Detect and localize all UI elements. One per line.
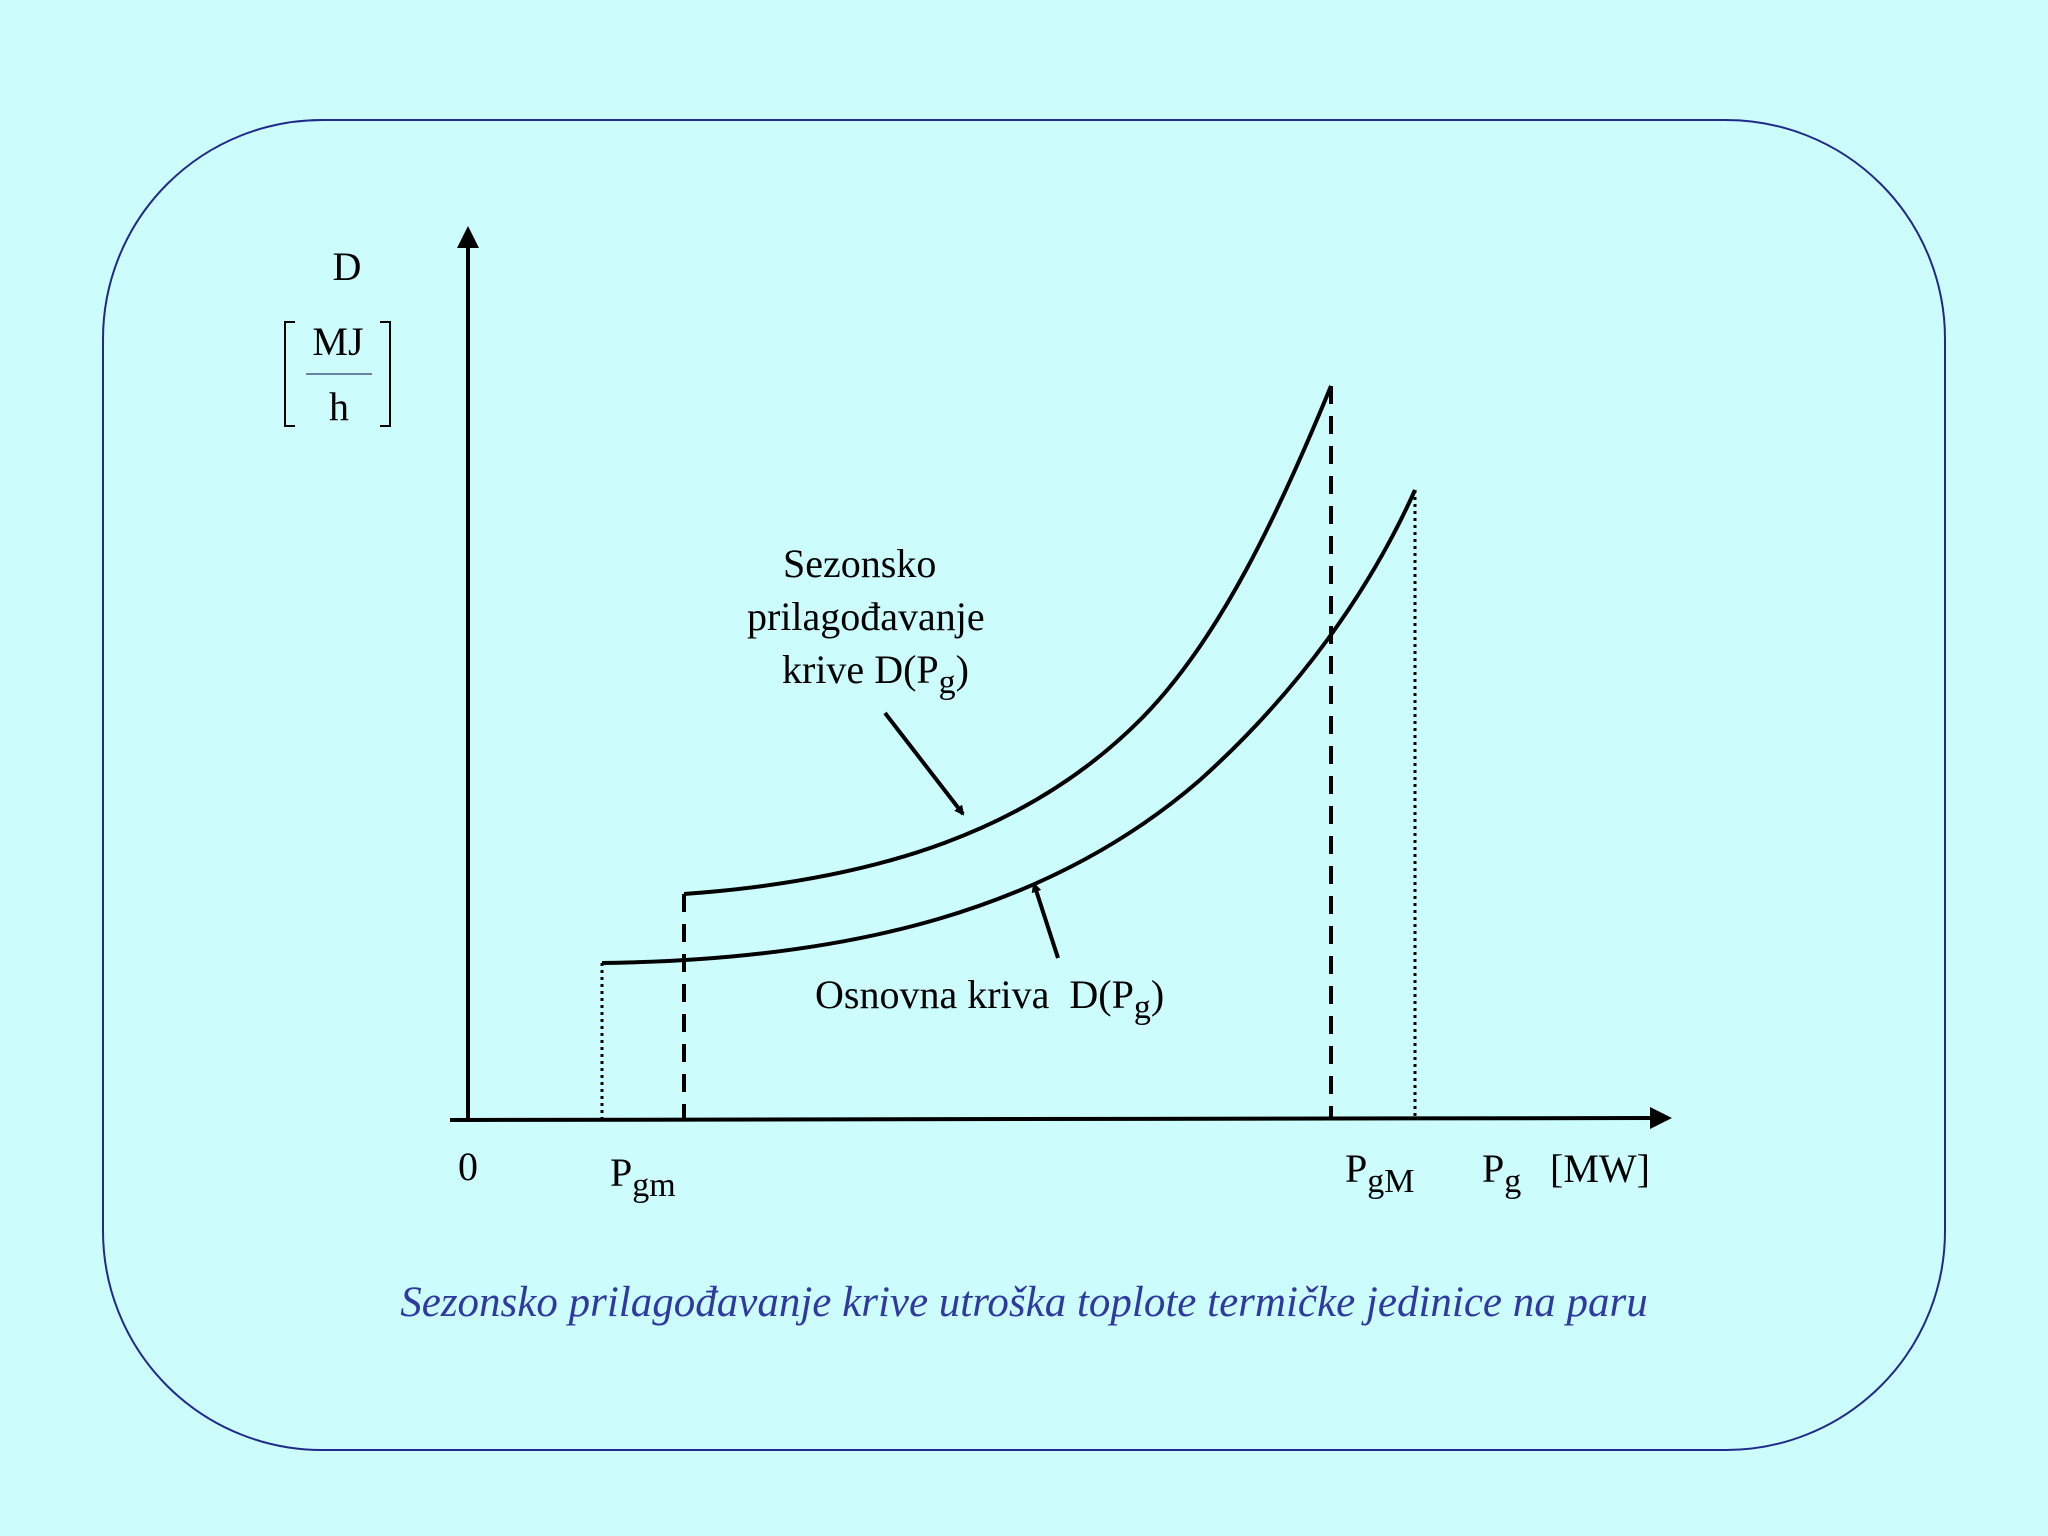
pgm-label: Pgm <box>610 1150 676 1204</box>
x-axis-label: Pg <box>1482 1146 1521 1200</box>
pgM-label-sub: gM <box>1367 1163 1414 1200</box>
base-annotation-sub: g <box>1134 989 1151 1026</box>
x-axis-label-sub: g <box>1504 1163 1521 1200</box>
seasonal-annotation-sub: g <box>939 664 956 701</box>
figure-caption: Sezonsko prilagođavanje krive utroška to… <box>400 1279 1648 1326</box>
base-annotation: Osnovna kriva D(Pg) <box>815 972 1164 1026</box>
seasonal-pointer-arrow <box>883 711 965 816</box>
pgm-label-base: P <box>610 1150 632 1195</box>
seasonal-annotation-line1: Sezonsko <box>783 541 936 586</box>
pgm-label-sub: gm <box>632 1167 675 1204</box>
x-axis-unit: [MW] <box>1550 1146 1650 1191</box>
base-curve <box>601 489 1417 965</box>
y-unit-denominator: h <box>329 384 349 429</box>
base-annotation-suffix: ) <box>1151 972 1164 1017</box>
seasonal-annotation-line2: prilagođavanje <box>747 594 985 639</box>
x-axis <box>449 1116 1653 1122</box>
seasonal-annotation-prefix: krive D(P <box>782 647 939 692</box>
y-unit-numerator: MJ <box>312 319 363 364</box>
pgM-label-base: P <box>1345 1146 1367 1191</box>
base-pointer-arrow <box>1031 882 1060 959</box>
base-annotation-prefix: Osnovna kriva D(P <box>815 972 1134 1017</box>
seasonal-curve <box>683 385 1333 896</box>
rounded-frame <box>102 119 1946 1451</box>
unit-right-bracket <box>380 321 391 427</box>
y-axis-label: D <box>333 244 362 289</box>
pgM-label: PgM <box>1345 1146 1414 1200</box>
seasonal-annotation-suffix: ) <box>956 647 969 692</box>
y-axis-arrow-icon <box>457 226 479 248</box>
x-axis-arrow-icon <box>1650 1107 1672 1129</box>
x-axis-label-base: P <box>1482 1146 1504 1191</box>
seasonal-annotation-line3: krive D(Pg) <box>782 647 969 701</box>
unit-left-bracket <box>284 321 295 427</box>
origin-label: 0 <box>458 1144 478 1189</box>
